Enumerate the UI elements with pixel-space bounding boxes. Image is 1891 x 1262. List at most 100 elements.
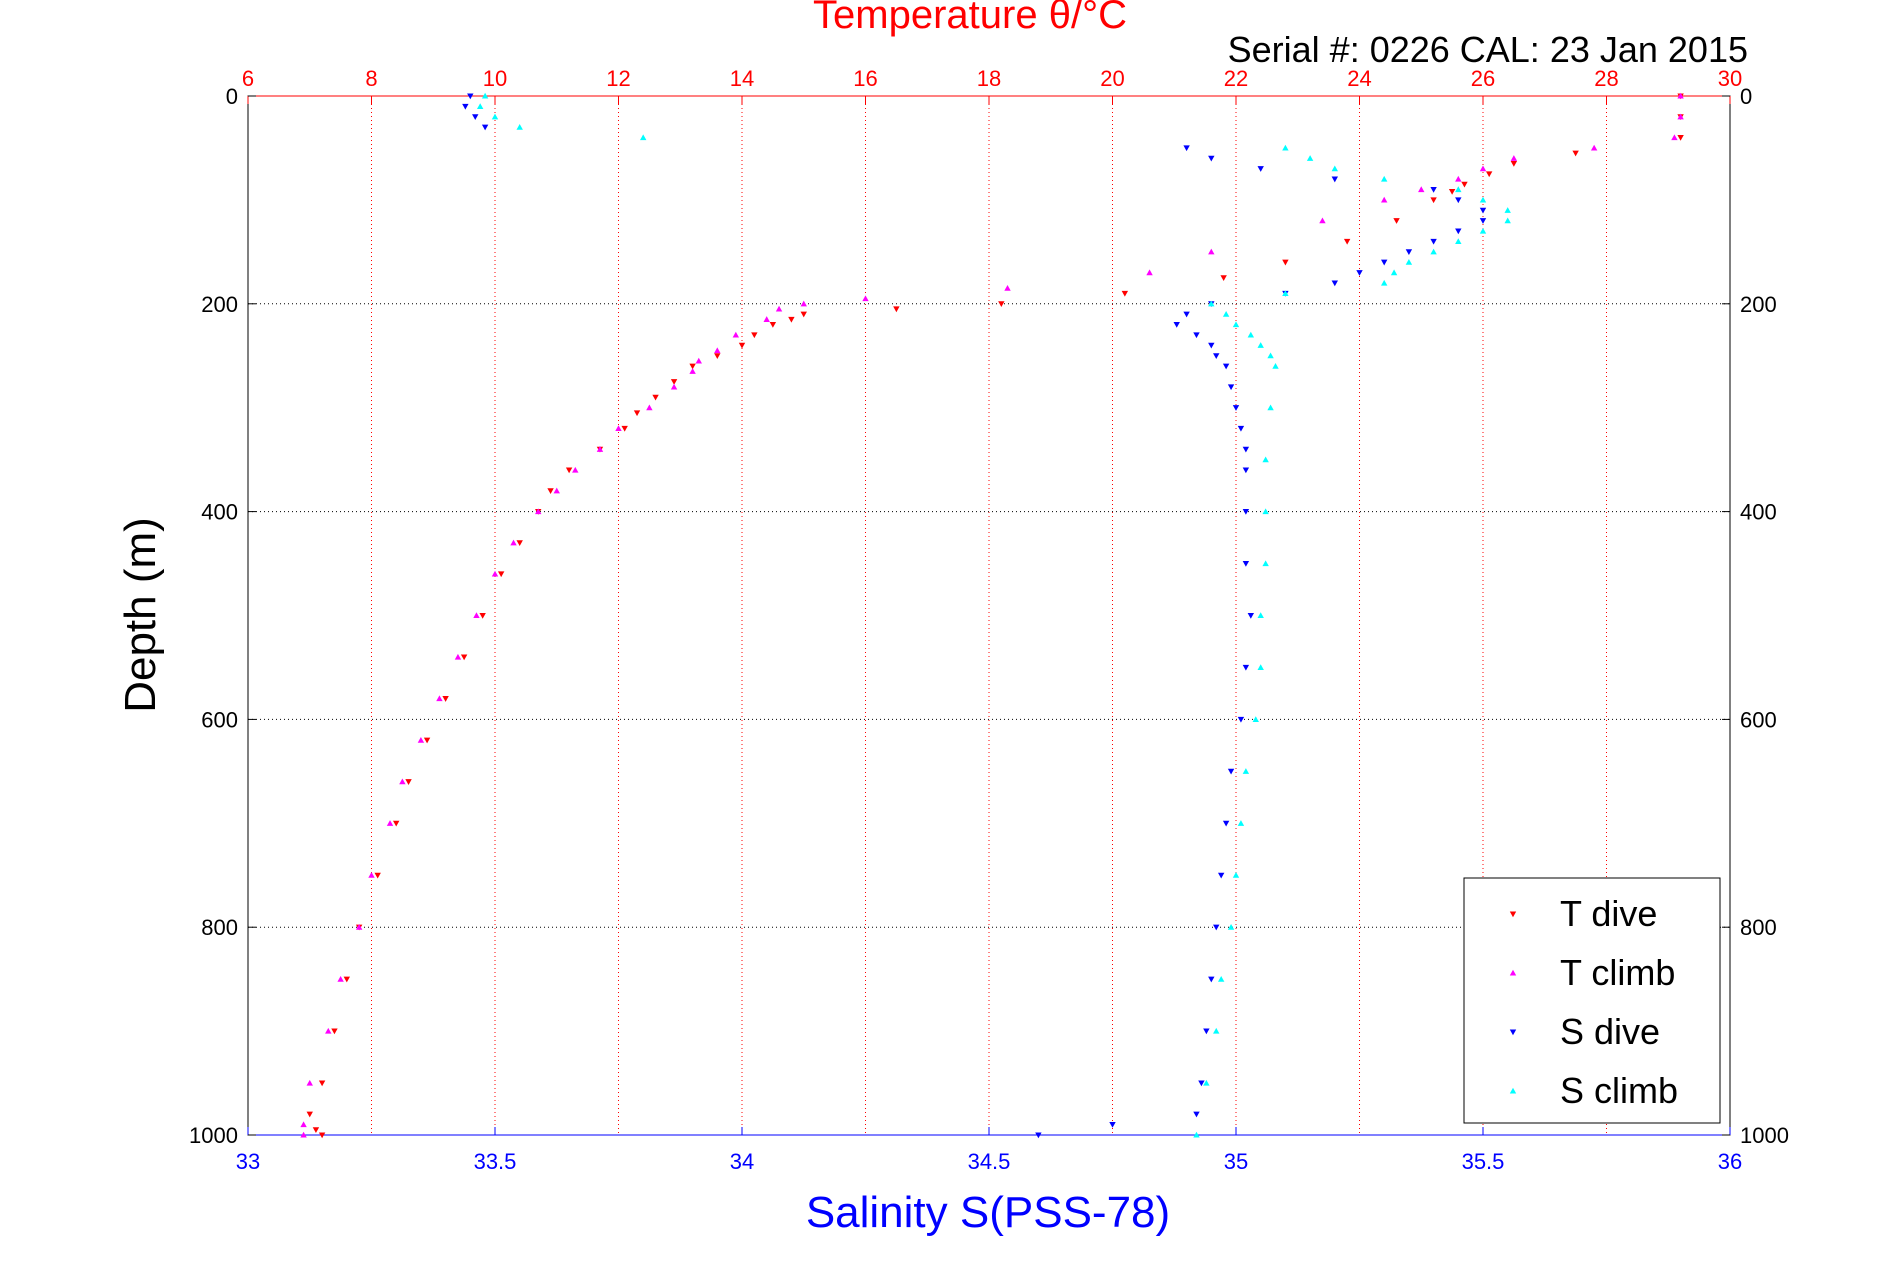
data-point <box>621 425 628 432</box>
data-point <box>1217 872 1225 879</box>
salinity-tick-label: 35 <box>1224 1149 1248 1174</box>
depth-tick-label-left: 800 <box>201 915 238 940</box>
data-point <box>1461 181 1468 188</box>
data-point <box>1222 310 1230 317</box>
data-point <box>1455 228 1462 235</box>
legend-label: T climb <box>1560 952 1675 993</box>
data-point <box>1232 405 1240 411</box>
data-point <box>547 488 554 495</box>
data-point <box>775 305 783 312</box>
data-point <box>1252 716 1259 722</box>
data-point <box>1262 560 1269 567</box>
data-point <box>318 1132 326 1139</box>
data-point <box>1455 197 1462 204</box>
data-point <box>1146 269 1153 276</box>
data-point <box>862 295 869 302</box>
data-point <box>312 1127 320 1134</box>
data-point <box>689 368 696 374</box>
data-point <box>1504 207 1511 213</box>
data-point <box>1232 872 1240 878</box>
data-point <box>695 357 702 364</box>
data-point <box>1242 768 1250 774</box>
data-point <box>1222 363 1230 370</box>
data-point <box>1479 165 1487 172</box>
series-s-climb <box>476 92 1511 1138</box>
data-point <box>1242 560 1250 567</box>
legend-marker <box>1509 1087 1517 1094</box>
data-point <box>1257 166 1264 172</box>
data-point <box>497 571 505 578</box>
data-point <box>596 446 604 452</box>
data-point <box>1227 768 1235 775</box>
data-point <box>1193 1111 1200 1118</box>
data-point <box>1173 322 1180 328</box>
depth-tick-label-right: 600 <box>1740 707 1777 732</box>
data-point <box>343 976 350 983</box>
data-point <box>1242 446 1250 453</box>
data-point <box>1267 404 1274 411</box>
axes: 33 33.5 34 34.5 35 35.5 36 6 8 10 12 14 16 18 20 22 24 26… <box>189 66 1789 1174</box>
data-point <box>1237 425 1245 432</box>
data-point <box>565 467 573 474</box>
data-point <box>1004 285 1011 291</box>
data-point <box>1208 342 1215 349</box>
data-point <box>800 311 807 318</box>
data-points <box>300 92 1684 1139</box>
data-point <box>1319 217 1326 224</box>
legend-entries: T dive T climb S dive S climb <box>1509 893 1678 1111</box>
data-point <box>646 404 653 411</box>
data-point <box>1356 270 1363 276</box>
data-point <box>393 820 400 827</box>
data-point <box>442 696 449 702</box>
data-point <box>491 570 499 577</box>
data-point <box>1381 279 1388 286</box>
temperature-tick-label: 14 <box>730 66 754 91</box>
data-point <box>1671 134 1678 141</box>
data-point <box>1677 113 1684 120</box>
data-point <box>1677 135 1684 141</box>
data-point <box>1035 1132 1042 1139</box>
data-point <box>1430 197 1437 204</box>
temperature-tick-label: 28 <box>1594 66 1618 91</box>
data-point <box>1193 1131 1200 1138</box>
data-point <box>714 353 721 359</box>
temperature-tick-label: 26 <box>1471 66 1495 91</box>
temperature-tick-label: 30 <box>1718 66 1742 91</box>
data-point <box>1448 189 1456 195</box>
salinity-tick-label: 34.5 <box>968 1149 1011 1174</box>
depth-tick-label-left: 200 <box>201 292 238 317</box>
data-point <box>355 924 363 930</box>
depth-tick-label-left: 1000 <box>189 1123 238 1148</box>
data-point <box>1213 1027 1220 1034</box>
data-point <box>1381 175 1388 182</box>
data-point <box>1208 976 1215 983</box>
data-point <box>306 1079 313 1086</box>
temperature-tick-label: 20 <box>1100 66 1124 91</box>
data-point <box>1282 290 1289 296</box>
data-point <box>1208 155 1215 162</box>
data-point <box>640 134 647 141</box>
data-point <box>454 653 462 660</box>
data-point <box>1247 331 1255 338</box>
data-point <box>467 93 474 100</box>
data-point <box>1262 456 1269 463</box>
data-point <box>331 1028 338 1035</box>
data-point <box>1504 217 1511 224</box>
data-point <box>738 342 746 349</box>
data-point <box>325 1027 332 1034</box>
data-point <box>633 410 641 417</box>
data-point <box>1267 352 1274 359</box>
data-point <box>998 301 1005 307</box>
data-point <box>1213 924 1220 931</box>
data-point <box>1331 165 1338 172</box>
data-point <box>386 820 394 826</box>
data-point <box>491 113 499 120</box>
data-point <box>1430 248 1437 255</box>
data-point <box>1208 300 1215 307</box>
data-point <box>337 975 344 982</box>
depth-tick-label-left: 600 <box>201 707 238 732</box>
data-point <box>1455 186 1462 193</box>
data-point <box>1183 311 1190 318</box>
data-point <box>481 124 489 131</box>
